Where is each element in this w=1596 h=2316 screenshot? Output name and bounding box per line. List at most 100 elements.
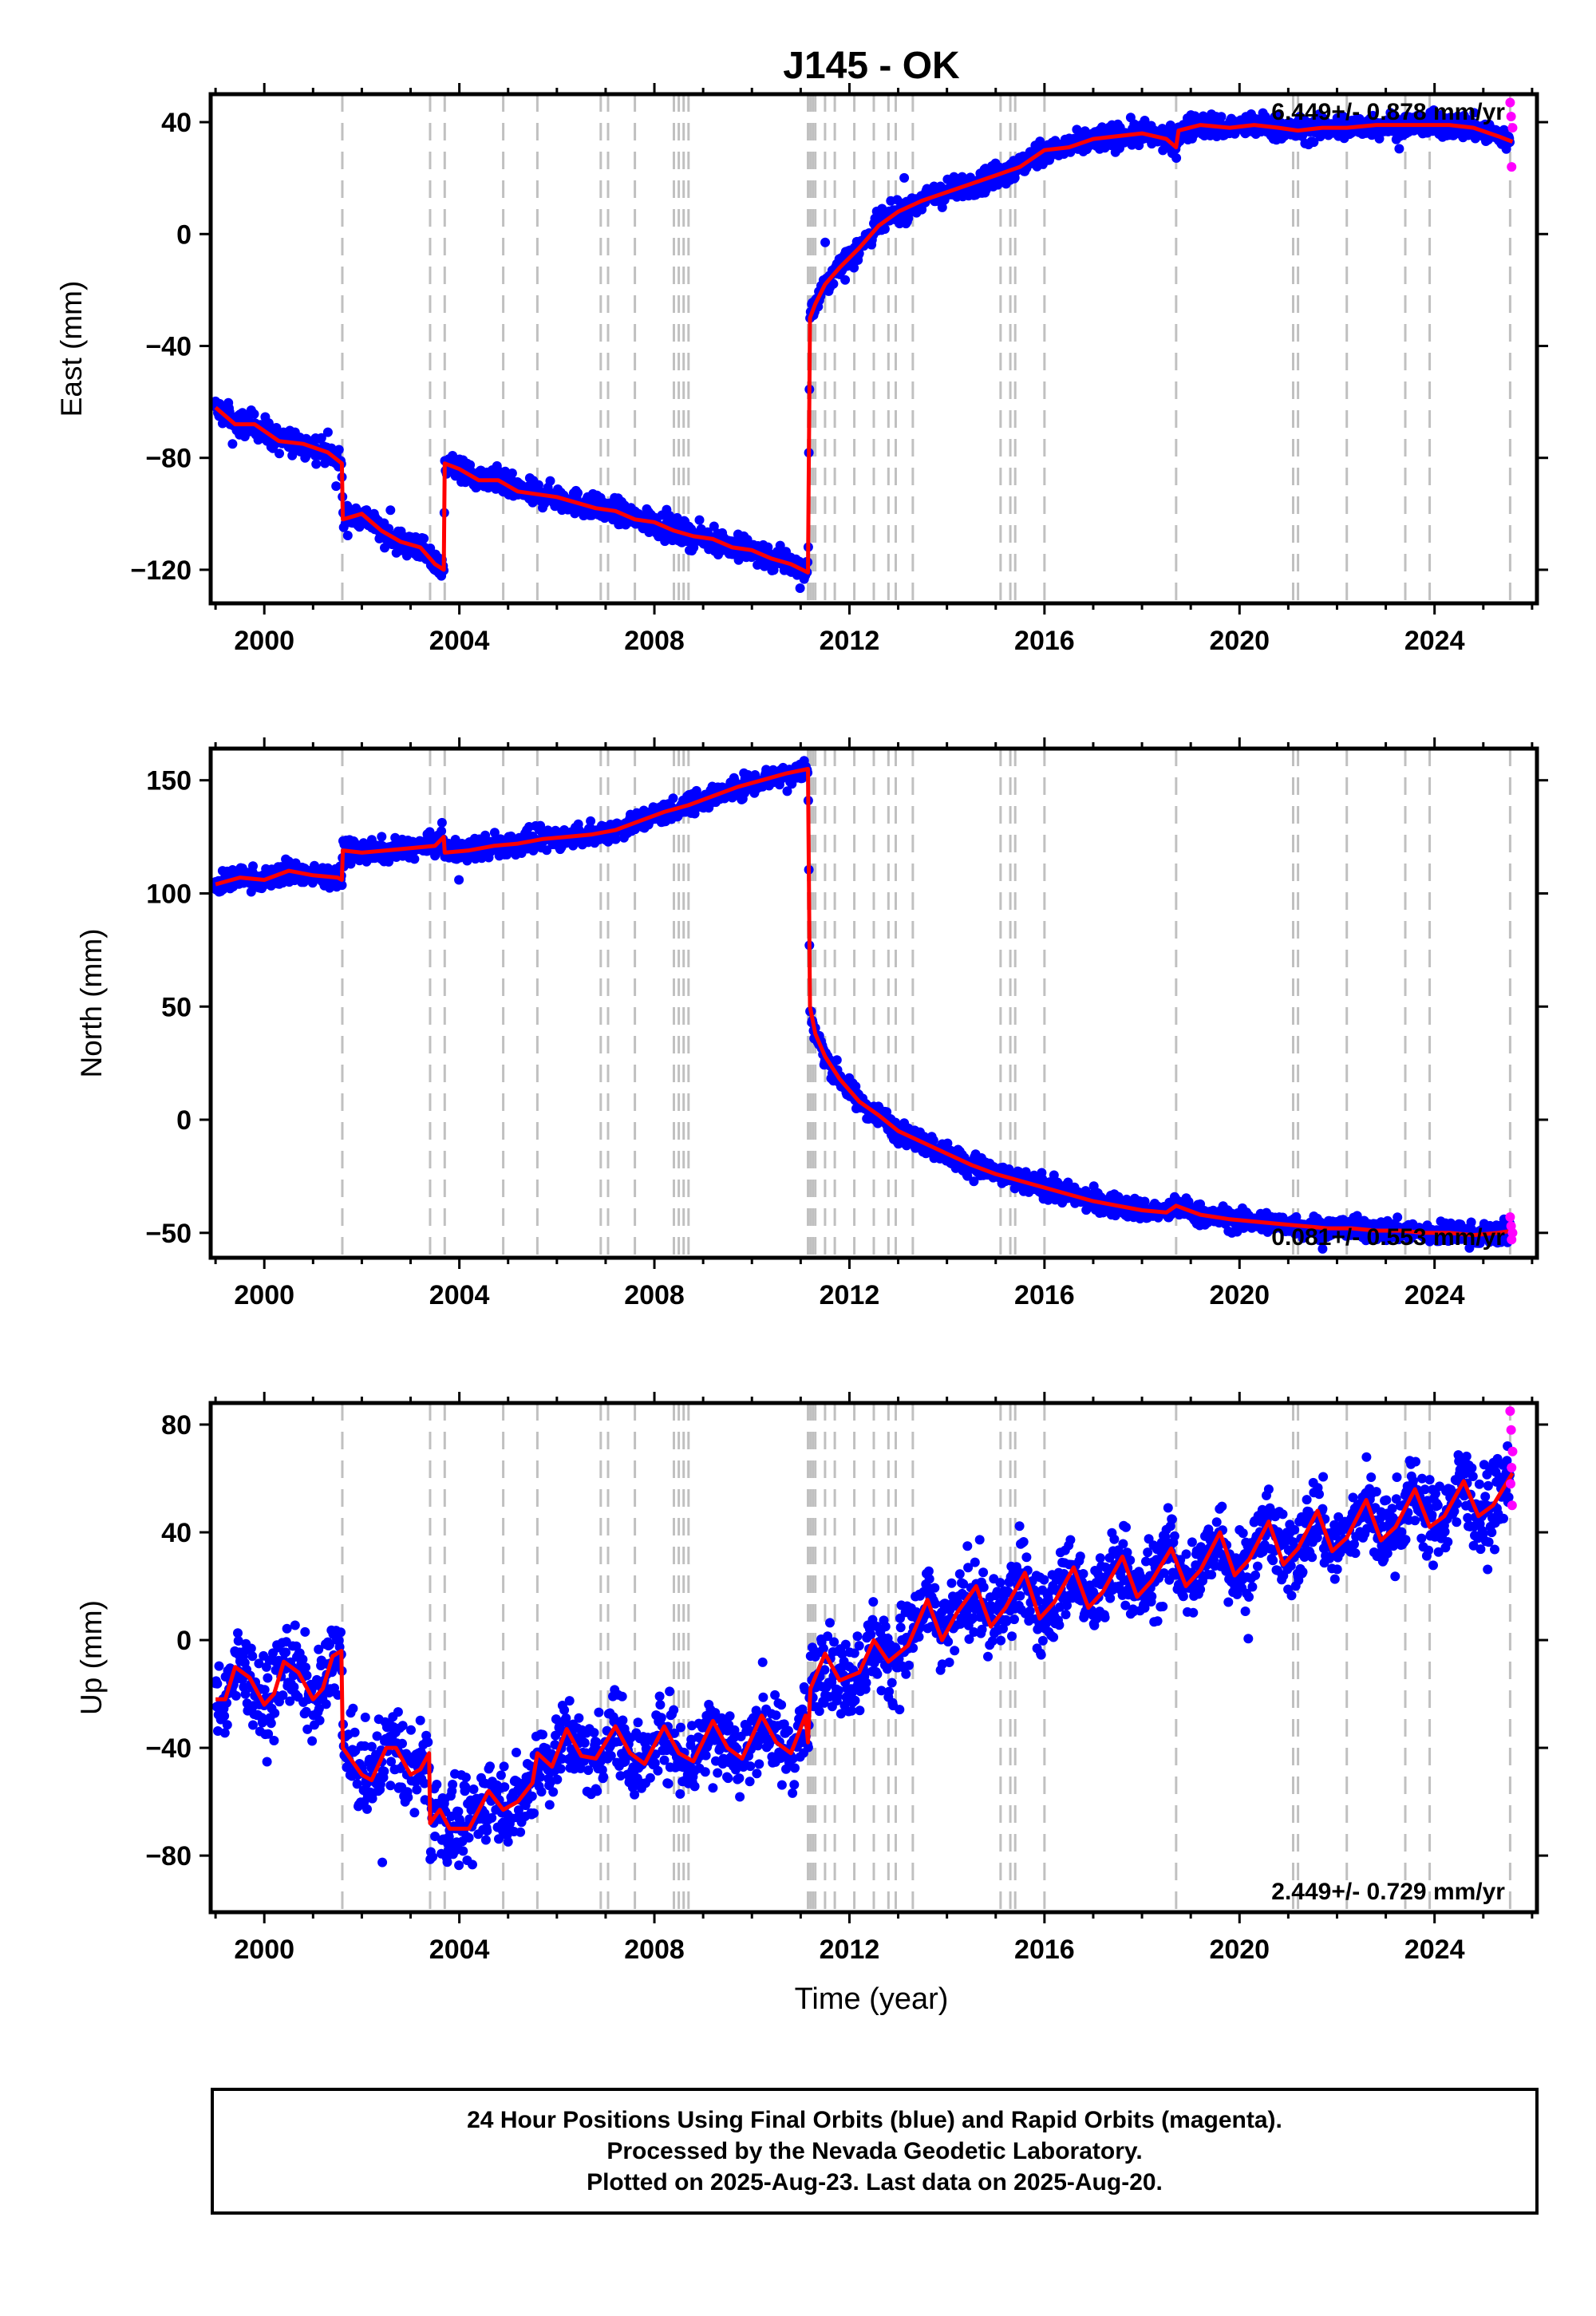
rapid-orbit-point — [1507, 162, 1517, 172]
data-point — [362, 1804, 372, 1814]
data-point — [937, 202, 947, 212]
data-point — [326, 443, 337, 453]
data-point — [1393, 1212, 1403, 1223]
x-tick-label: 2012 — [820, 1280, 880, 1310]
data-point — [322, 427, 333, 437]
data-point — [263, 1673, 273, 1683]
y-tick-label: −50 — [145, 1219, 192, 1249]
data-point — [219, 1711, 230, 1721]
x-tick-label: 2004 — [429, 626, 490, 656]
data-point — [1394, 144, 1404, 154]
rapid-orbit-point — [1507, 123, 1518, 133]
data-point — [795, 583, 805, 593]
data-point — [316, 433, 326, 443]
data-point — [247, 1651, 258, 1662]
rate-label: 6.449+/- 0.878 mm/yr — [1271, 99, 1505, 125]
data-point — [1171, 153, 1182, 163]
y-tick-label: 150 — [146, 766, 192, 796]
data-point — [840, 275, 851, 285]
final-orbit-points — [211, 756, 1515, 1254]
data-point — [342, 531, 353, 540]
rapid-orbit-point — [1505, 97, 1515, 108]
data-point — [820, 237, 831, 247]
data-point — [377, 1857, 388, 1867]
data-point — [336, 1627, 346, 1638]
y-axis-label: North (mm) — [75, 928, 108, 1077]
data-point — [377, 832, 387, 842]
data-point — [668, 793, 678, 804]
rate-label: 0.081+/- 0.553 mm/yr — [1271, 1224, 1505, 1251]
chart-title: J145 - OK — [783, 45, 960, 87]
data-point — [222, 1720, 232, 1730]
data-point — [385, 505, 396, 516]
x-tick-label: 2024 — [1404, 626, 1465, 656]
data-point — [307, 1736, 318, 1746]
y-axis-label: East (mm) — [55, 281, 88, 417]
data-point — [270, 1708, 280, 1718]
data-point — [262, 1757, 272, 1767]
model-fit-line — [214, 123, 1514, 575]
data-point — [231, 1690, 241, 1701]
data-point — [454, 875, 464, 885]
data-point — [507, 468, 517, 478]
data-point — [849, 263, 859, 273]
data-point — [903, 213, 914, 223]
x-tick-label: 2000 — [234, 626, 294, 656]
data-point — [928, 1135, 938, 1145]
y-tick-label: 40 — [161, 108, 192, 138]
y-tick-label: −80 — [145, 444, 192, 474]
data-point — [259, 1685, 270, 1695]
y-tick-label: −120 — [130, 555, 192, 586]
rapid-orbit-point — [1507, 1235, 1517, 1245]
data-point — [573, 488, 583, 498]
rapid-orbit-point — [1505, 1211, 1515, 1222]
data-point — [689, 543, 699, 552]
data-point — [269, 1736, 279, 1745]
data-point — [360, 1712, 370, 1722]
data-point — [290, 1620, 300, 1630]
final-orbit-points — [211, 1441, 1515, 1871]
y-tick-label: 0 — [176, 1105, 192, 1136]
final-orbit-points — [211, 105, 1515, 593]
y-tick-label: 0 — [176, 219, 192, 250]
data-point — [227, 439, 238, 449]
data-point — [380, 543, 389, 553]
data-point — [248, 861, 258, 871]
data-point — [709, 521, 719, 532]
data-point — [348, 1703, 358, 1713]
x-tick-label: 2016 — [1014, 626, 1075, 656]
data-point — [409, 854, 420, 864]
data-point — [366, 1741, 377, 1752]
data-point — [300, 1626, 310, 1637]
x-tick-label: 2016 — [1014, 1280, 1075, 1310]
data-point — [1216, 112, 1227, 122]
data-point — [331, 481, 342, 492]
data-point — [419, 533, 429, 543]
data-point — [275, 449, 284, 459]
data-point — [214, 1661, 224, 1671]
x-tick-label: 2020 — [1209, 1280, 1270, 1310]
x-tick-label: 2024 — [1404, 1280, 1465, 1310]
data-point — [219, 1728, 230, 1738]
y-tick-label: 100 — [146, 879, 192, 909]
data-point — [301, 1662, 310, 1673]
data-point — [311, 459, 322, 469]
data-point — [899, 172, 910, 183]
data-point — [379, 1766, 389, 1777]
data-point — [879, 224, 890, 234]
y-tick-label: 50 — [161, 992, 192, 1022]
data-point — [321, 1699, 331, 1709]
x-tick-label: 2008 — [624, 1280, 685, 1310]
data-point — [694, 515, 705, 525]
x-tick-label: 2008 — [624, 626, 685, 656]
data-point — [350, 1727, 360, 1737]
data-point — [249, 409, 259, 419]
data-point — [314, 1715, 325, 1725]
y-tick-label: −40 — [145, 331, 192, 362]
x-tick-label: 2004 — [429, 1280, 490, 1310]
data-point — [212, 1678, 223, 1689]
